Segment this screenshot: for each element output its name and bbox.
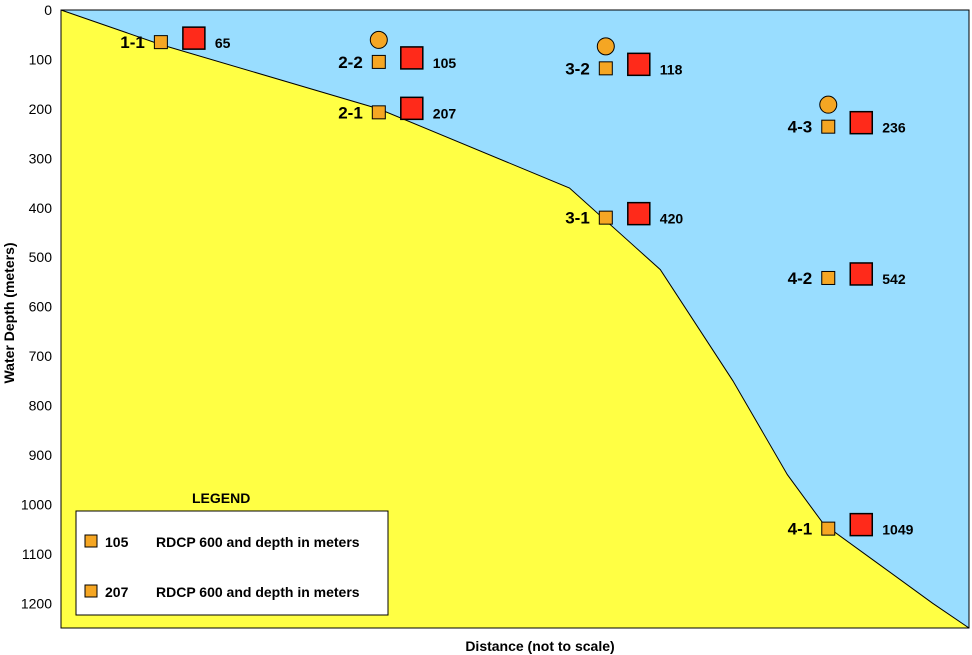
y-tick-label: 1200 (21, 595, 52, 611)
legend-marker (84, 534, 98, 548)
y-tick-label: 100 (29, 51, 53, 67)
legend-label: RDCP 600 and depth in meters (156, 534, 360, 550)
instrument-marker (371, 54, 386, 69)
depth-label: 1049 (882, 522, 913, 538)
station-label: 4-2 (788, 269, 813, 288)
station-2-2: 2-2 105 (338, 30, 457, 72)
y-tick-label: 900 (29, 447, 53, 463)
legend-box (75, 510, 389, 616)
y-tick-label: 200 (29, 101, 53, 117)
rdcp-marker (400, 46, 424, 70)
plot-frame (60, 9, 970, 629)
rdcp-marker (849, 512, 874, 537)
legend-entries: 105 RDCP 600 and depth in meters 207 RDCP 6… (84, 534, 360, 600)
legend-value: 105 (105, 534, 129, 550)
y-tick-label: 1000 (21, 496, 52, 512)
depth-label: 65 (215, 35, 231, 51)
y-tick-label: 300 (29, 150, 53, 166)
y-axis-label: Water Depth (meters) (1, 242, 17, 383)
y-axis: 0 100 200 300 400 500 600 700 800 900 1000 1100 1200 (21, 2, 52, 611)
seabed-line (60, 9, 970, 629)
buoy-marker (819, 95, 838, 114)
y-tick-label: 0 (44, 2, 52, 18)
station-3-2: 3-2 118 (565, 37, 683, 78)
legend: LEGEND 105 RDCP 600 and depth in meters 20… (75, 490, 389, 616)
station-4-1: 4-1 1049 (788, 512, 914, 539)
seabed-area (61, 10, 969, 628)
y-tick-label: 1100 (22, 546, 52, 562)
instrument-marker (821, 270, 836, 285)
legend-marker (84, 584, 98, 598)
instrument-marker (371, 105, 386, 120)
depth-label: 542 (882, 271, 906, 287)
station-3-1: 3-1 420 (565, 201, 684, 228)
rdcp-marker (182, 26, 206, 50)
depth-label: 236 (882, 120, 906, 136)
depth-label: 420 (660, 211, 684, 227)
depth-label: 105 (433, 55, 457, 71)
buoy-marker (596, 37, 615, 56)
y-tick-label: 500 (29, 249, 53, 265)
y-tick-label: 600 (29, 299, 53, 315)
rdcp-marker (627, 52, 651, 77)
legend-value: 207 (105, 584, 129, 600)
legend-title: LEGEND (192, 490, 250, 506)
rdcp-marker (627, 201, 651, 226)
y-tick-label: 700 (29, 348, 53, 364)
buoy-marker (369, 30, 388, 49)
station-2-1: 2-1 207 (338, 96, 457, 122)
station-1-1: 1-1 65 (120, 26, 231, 52)
rdcp-marker (849, 110, 874, 135)
depth-label: 118 (660, 61, 683, 77)
instrument-marker (598, 210, 613, 225)
station-label: 4-3 (788, 118, 813, 137)
station-label: 3-1 (565, 209, 590, 228)
instrument-marker (598, 61, 613, 76)
instrument-marker (821, 521, 836, 536)
y-tick-label: 800 (29, 398, 53, 414)
station-label: 3-2 (565, 59, 590, 78)
station-label: 1-1 (120, 33, 145, 52)
station-label: 4-1 (788, 520, 813, 539)
instrument-marker (821, 119, 836, 134)
depth-label: 207 (433, 105, 457, 121)
y-tick-label: 400 (29, 200, 53, 216)
rdcp-marker (849, 262, 874, 286)
legend-label: RDCP 600 and depth in meters (156, 584, 360, 600)
instrument-marker (153, 35, 168, 50)
station-label: 2-2 (338, 53, 363, 72)
station-4-3: 4-3 236 (788, 95, 906, 137)
x-axis-label: Distance (not to scale) (465, 638, 614, 654)
station-4-2: 4-2 542 (788, 262, 906, 288)
station-label: 2-1 (338, 103, 363, 122)
rdcp-marker (400, 96, 424, 121)
stations: 1-1 65 2-2 105 2-1 207 3-2 118 3-1 420 4-3 236 4-2 54… (120, 26, 914, 539)
